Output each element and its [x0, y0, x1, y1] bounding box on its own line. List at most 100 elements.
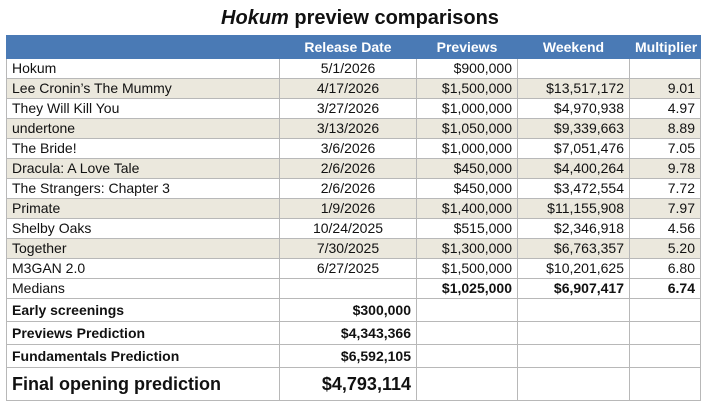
header-weekend: Weekend [517, 35, 630, 59]
film-title: Together [6, 238, 280, 259]
median-previews: $1,025,000 [416, 278, 518, 299]
table-row: M3GAN 2.0 6/27/2025 $1,500,000 $10,201,6… [6, 258, 701, 279]
table-row: Dracula: A Love Tale 2/6/2026 $450,000 $… [6, 158, 701, 179]
weekend-value: $10,201,625 [517, 258, 630, 279]
multiplier-value: 6.80 [629, 258, 701, 279]
release-date: 1/9/2026 [279, 198, 417, 219]
empty-cell [517, 367, 630, 401]
summary-label: Early screenings [6, 298, 280, 322]
weekend-value: $4,970,938 [517, 98, 630, 119]
multiplier-value: 8.89 [629, 118, 701, 139]
header-previews: Previews [416, 35, 518, 59]
header-title [6, 35, 280, 59]
multiplier-value: 4.56 [629, 218, 701, 239]
summary-value: $300,000 [279, 298, 417, 322]
film-title: The Strangers: Chapter 3 [6, 178, 280, 199]
multiplier-value: 7.05 [629, 138, 701, 159]
empty-cell [517, 298, 630, 322]
release-date: 4/17/2026 [279, 78, 417, 99]
multiplier-value: 9.78 [629, 158, 701, 179]
empty-cell [416, 344, 518, 368]
previews-value: $1,400,000 [416, 198, 518, 219]
comparison-table: Release Date Previews Weekend Multiplier… [6, 35, 701, 401]
header-release-date: Release Date [279, 35, 417, 59]
film-title: Lee Cronin’s The Mummy [6, 78, 280, 99]
weekend-value: $9,339,663 [517, 118, 630, 139]
table-row: undertone 3/13/2026 $1,050,000 $9,339,66… [6, 118, 701, 139]
film-title: Dracula: A Love Tale [6, 158, 280, 179]
previews-value: $450,000 [416, 158, 518, 179]
film-title: M3GAN 2.0 [6, 258, 280, 279]
multiplier-value: 7.72 [629, 178, 701, 199]
release-date: 3/13/2026 [279, 118, 417, 139]
weekend-value: $3,472,554 [517, 178, 630, 199]
previews-value: $450,000 [416, 178, 518, 199]
empty-cell [416, 298, 518, 322]
summary-value: $6,592,105 [279, 344, 417, 368]
table-row: Hokum 5/1/2026 $900,000 [6, 58, 701, 79]
median-weekend: $6,907,417 [517, 278, 630, 299]
weekend-value: $11,155,908 [517, 198, 630, 219]
medians-label: Medians [6, 278, 280, 299]
medians-row: Medians $1,025,000 $6,907,417 6.74 [6, 278, 701, 299]
weekend-value: $13,517,172 [517, 78, 630, 99]
multiplier-value: 9.01 [629, 78, 701, 99]
multiplier-value: 7.97 [629, 198, 701, 219]
film-title: Hokum [6, 58, 280, 79]
empty-cell [416, 367, 518, 401]
empty-cell [629, 321, 701, 345]
previews-value: $1,000,000 [416, 138, 518, 159]
final-value: $4,793,114 [279, 367, 417, 401]
table-row: Shelby Oaks 10/24/2025 $515,000 $2,346,9… [6, 218, 701, 239]
summary-value: $4,343,366 [279, 321, 417, 345]
multiplier-value [629, 58, 701, 79]
summary-row-early-screenings: Early screenings $300,000 [6, 298, 701, 322]
weekend-value: $2,346,918 [517, 218, 630, 239]
table-row: Primate 1/9/2026 $1,400,000 $11,155,908 … [6, 198, 701, 219]
table-row: Lee Cronin’s The Mummy 4/17/2026 $1,500,… [6, 78, 701, 99]
table-row: They Will Kill You 3/27/2026 $1,000,000 … [6, 98, 701, 119]
previews-value: $1,500,000 [416, 78, 518, 99]
weekend-value: $7,051,476 [517, 138, 630, 159]
previews-value: $1,050,000 [416, 118, 518, 139]
multiplier-value: 5.20 [629, 238, 701, 259]
empty-cell [517, 321, 630, 345]
film-title: undertone [6, 118, 280, 139]
final-label: Final opening prediction [6, 367, 280, 401]
weekend-value: $6,763,357 [517, 238, 630, 259]
release-date: 3/6/2026 [279, 138, 417, 159]
table-row: The Bride! 3/6/2026 $1,000,000 $7,051,47… [6, 138, 701, 159]
film-title: Primate [6, 198, 280, 219]
header-row: Release Date Previews Weekend Multiplier [6, 35, 701, 59]
film-title: They Will Kill You [6, 98, 280, 119]
release-date: 2/6/2026 [279, 178, 417, 199]
summary-row-previews-prediction: Previews Prediction $4,343,366 [6, 321, 701, 345]
table-row: Together 7/30/2025 $1,300,000 $6,763,357… [6, 238, 701, 259]
empty-cell [629, 344, 701, 368]
release-date: 6/27/2025 [279, 258, 417, 279]
empty-cell [629, 298, 701, 322]
release-date: 10/24/2025 [279, 218, 417, 239]
multiplier-value: 4.97 [629, 98, 701, 119]
previews-value: $900,000 [416, 58, 518, 79]
page-title: Hokum preview comparisons [0, 6, 720, 30]
empty-cell [517, 344, 630, 368]
title-film-name: Hokum [221, 7, 289, 29]
median-multiplier: 6.74 [629, 278, 701, 299]
table-row: The Strangers: Chapter 3 2/6/2026 $450,0… [6, 178, 701, 199]
release-date: 5/1/2026 [279, 58, 417, 79]
header-multiplier: Multiplier [629, 35, 701, 59]
title-rest: preview comparisons [294, 7, 499, 29]
medians-date-empty [279, 278, 417, 299]
film-title: The Bride! [6, 138, 280, 159]
release-date: 2/6/2026 [279, 158, 417, 179]
summary-label: Fundamentals Prediction [6, 344, 280, 368]
final-prediction-row: Final opening prediction $4,793,114 [6, 367, 701, 401]
release-date: 3/27/2026 [279, 98, 417, 119]
weekend-value: $4,400,264 [517, 158, 630, 179]
summary-label: Previews Prediction [6, 321, 280, 345]
previews-value: $1,000,000 [416, 98, 518, 119]
weekend-value [517, 58, 630, 79]
summary-row-fundamentals-prediction: Fundamentals Prediction $6,592,105 [6, 344, 701, 368]
previews-value: $515,000 [416, 218, 518, 239]
